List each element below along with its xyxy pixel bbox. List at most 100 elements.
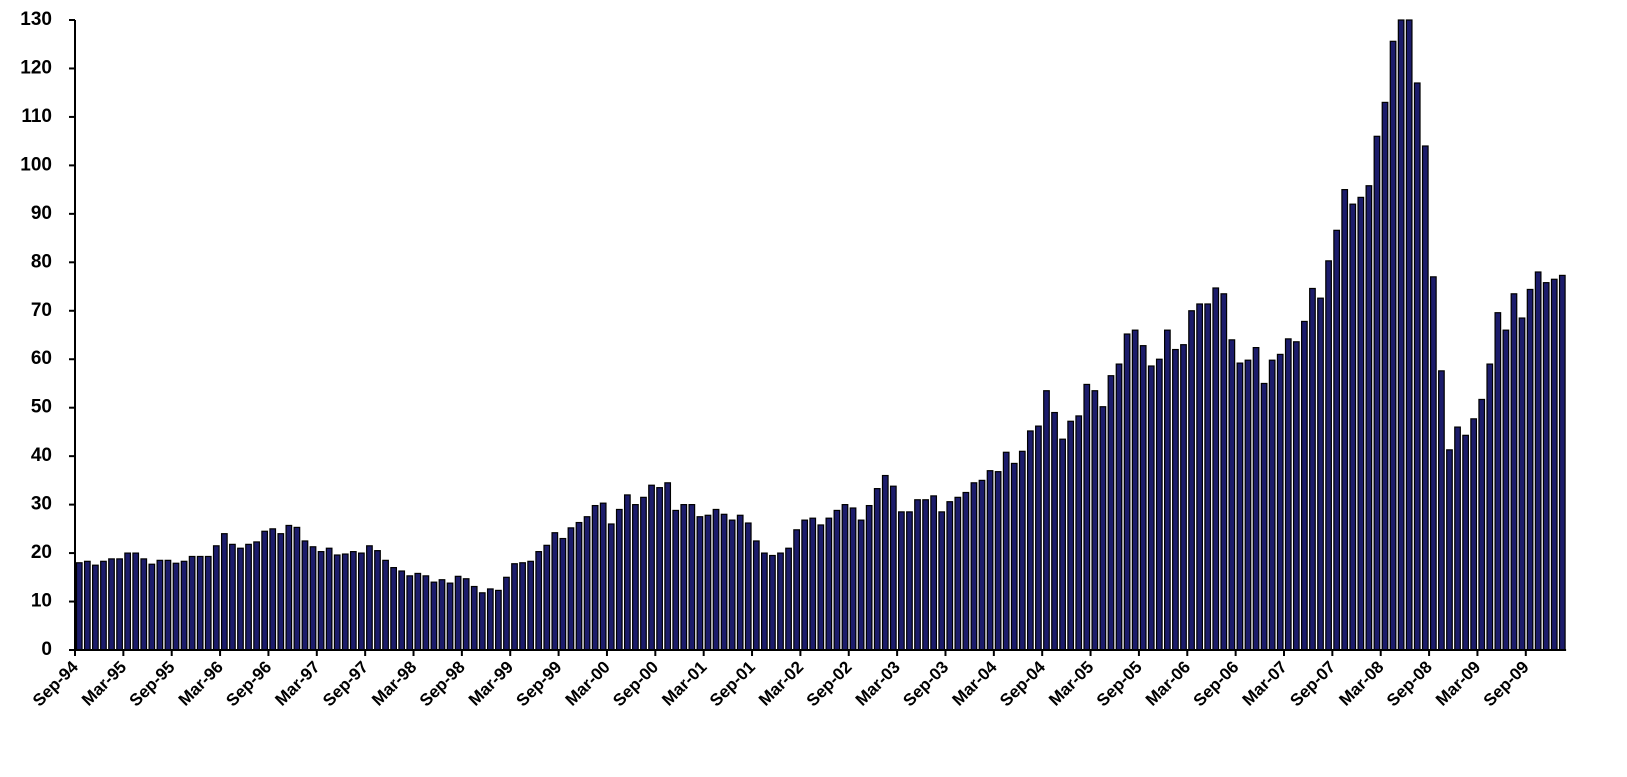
bar bbox=[1413, 82, 1421, 651]
bar bbox=[817, 524, 825, 651]
bar bbox=[801, 519, 809, 651]
bar bbox=[462, 578, 470, 651]
bar bbox=[1470, 418, 1478, 651]
bar bbox=[1534, 271, 1542, 651]
x-tick-label: Sep-96 bbox=[222, 657, 275, 710]
x-tick-label: Sep-95 bbox=[126, 657, 179, 710]
bar bbox=[180, 560, 188, 651]
bar bbox=[1252, 347, 1260, 651]
bar bbox=[946, 501, 954, 651]
bar bbox=[954, 496, 962, 651]
y-tick-label: 60 bbox=[31, 348, 52, 369]
y-tick-label: 20 bbox=[31, 542, 52, 563]
x-tick-label: Sep-98 bbox=[416, 657, 469, 710]
bar bbox=[132, 552, 140, 651]
bar bbox=[648, 484, 655, 651]
bar bbox=[728, 519, 736, 651]
bar bbox=[994, 471, 1002, 651]
bar bbox=[825, 517, 833, 651]
x-tick-label: Sep-07 bbox=[1286, 657, 1339, 710]
bar bbox=[1188, 310, 1195, 651]
x-tick-label: Mar-05 bbox=[1045, 657, 1097, 709]
bar bbox=[720, 513, 728, 651]
bar bbox=[83, 560, 91, 651]
bar bbox=[1542, 282, 1550, 651]
bar bbox=[1010, 462, 1018, 651]
x-tick-label: Mar-01 bbox=[658, 657, 710, 709]
bar bbox=[204, 555, 212, 651]
bar bbox=[116, 558, 123, 651]
bar bbox=[325, 547, 333, 651]
bar bbox=[591, 504, 599, 651]
bar bbox=[1059, 438, 1066, 651]
x-tick-label: Mar-04 bbox=[948, 657, 1001, 710]
bar bbox=[188, 555, 196, 651]
bar bbox=[398, 570, 406, 651]
bar bbox=[1389, 40, 1397, 651]
bar bbox=[75, 562, 83, 651]
y-tick-label: 30 bbox=[31, 494, 52, 515]
bar bbox=[358, 552, 365, 651]
bar bbox=[519, 562, 526, 651]
bar bbox=[656, 487, 663, 651]
bar bbox=[1075, 415, 1083, 651]
bar bbox=[978, 479, 986, 651]
bar bbox=[632, 504, 639, 651]
bar bbox=[341, 553, 349, 651]
bar bbox=[1067, 420, 1075, 651]
x-tick-label: Mar-07 bbox=[1239, 657, 1291, 709]
bar bbox=[680, 504, 688, 651]
x-tick-label: Sep-99 bbox=[513, 657, 566, 710]
bar bbox=[1357, 196, 1365, 651]
bar bbox=[1083, 383, 1091, 651]
bar bbox=[470, 585, 478, 651]
bar bbox=[1115, 363, 1123, 651]
y-tick-label: 110 bbox=[21, 106, 52, 127]
x-tick-label: Mar-98 bbox=[368, 657, 420, 709]
bar bbox=[809, 517, 817, 651]
bar bbox=[430, 581, 438, 651]
bar bbox=[559, 537, 567, 651]
bar bbox=[172, 562, 180, 651]
bar bbox=[986, 470, 994, 651]
bar bbox=[277, 533, 285, 651]
bar bbox=[1139, 345, 1147, 651]
bar bbox=[1381, 101, 1389, 651]
x-tick-label: Mar-09 bbox=[1432, 657, 1484, 709]
bar bbox=[849, 507, 857, 651]
bar bbox=[1051, 411, 1058, 651]
bar bbox=[583, 516, 591, 651]
bar bbox=[769, 554, 776, 651]
bar bbox=[704, 514, 712, 651]
bar bbox=[196, 555, 204, 651]
bar bbox=[575, 521, 583, 651]
bar bbox=[1236, 362, 1244, 651]
y-tick-label: 130 bbox=[20, 9, 52, 30]
bar bbox=[567, 527, 575, 651]
bar bbox=[760, 552, 768, 651]
y-tick-label: 50 bbox=[31, 397, 52, 418]
bar bbox=[333, 554, 341, 651]
bar bbox=[382, 559, 389, 651]
bar bbox=[1317, 297, 1324, 651]
y-tick-label: 70 bbox=[31, 300, 52, 321]
x-tick-label: Sep-08 bbox=[1383, 657, 1436, 710]
bar bbox=[712, 508, 720, 651]
bar bbox=[599, 502, 607, 651]
bar bbox=[503, 576, 510, 651]
bar bbox=[1325, 260, 1332, 651]
x-tick-label: Sep-06 bbox=[1190, 657, 1243, 710]
bar bbox=[100, 560, 107, 651]
bar bbox=[930, 495, 938, 651]
bar bbox=[148, 563, 156, 651]
bar bbox=[1268, 359, 1276, 651]
bar bbox=[527, 560, 535, 651]
bar bbox=[1099, 406, 1107, 651]
bar bbox=[1446, 449, 1453, 651]
bar bbox=[857, 519, 865, 651]
bar bbox=[1518, 317, 1526, 651]
bar bbox=[156, 559, 164, 651]
bar bbox=[478, 592, 486, 651]
bar bbox=[1163, 329, 1171, 651]
